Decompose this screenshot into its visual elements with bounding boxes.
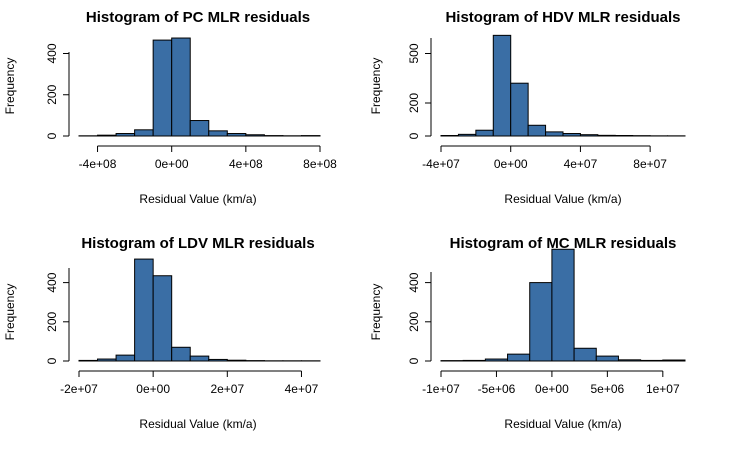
x-tick-label: 0e+00	[136, 382, 170, 396]
histogram-bar	[189, 355, 210, 362]
y-axis-label: Frequency	[369, 284, 383, 341]
histogram-bar	[208, 358, 228, 362]
histogram-bar	[507, 353, 531, 362]
y-tick-label: 400	[45, 43, 59, 63]
chart-title: Histogram of MC MLR residuals	[450, 235, 677, 252]
histogram-panel-3: Histogram of LDV MLR residuals -2e+07 0e+0…	[3, 235, 321, 431]
x-tick-label: 5e+06	[591, 382, 625, 396]
histogram-bar	[134, 129, 154, 137]
histogram-bar	[492, 34, 512, 137]
x-tick-label: 0e+00	[155, 157, 189, 171]
histogram-panel-2: Histogram of HDV MLR residuals -4e+07 0e+0…	[369, 9, 686, 206]
histogram-bar	[551, 248, 575, 362]
x-tick-label: 1e+07	[646, 382, 680, 396]
y-tick-label: 200	[45, 311, 59, 331]
x-axis-label: Residual Value (km/a)	[504, 417, 621, 431]
histogram-bar	[97, 358, 117, 362]
x-tick-label: -4e+08	[79, 157, 117, 171]
x-tick-label: -4e+07	[422, 157, 460, 171]
y-tick-label: 0	[407, 357, 421, 364]
y-tick-label: 500	[407, 43, 421, 63]
x-tick-label: 8e+08	[303, 157, 337, 171]
chart-title: Histogram of HDV MLR residuals	[445, 9, 680, 26]
y-axis-label: Frequency	[369, 58, 383, 115]
histogram-bar	[640, 359, 664, 362]
y-tick-label: 200	[407, 93, 421, 113]
histogram-panel-4: Histogram of MC MLR residuals -1e+07 -5e+0…	[369, 235, 686, 431]
x-axis-label: Residual Value (km/a)	[139, 417, 256, 431]
histogram-bar	[527, 124, 547, 137]
histogram-bar	[171, 37, 191, 137]
y-tick-label: 0	[45, 357, 59, 364]
histogram-bar	[97, 134, 117, 137]
y-tick-label: 400	[407, 272, 421, 292]
y-tick-label: 200	[45, 84, 59, 104]
histogram-bar	[573, 347, 597, 362]
y-tick-label: 200	[407, 311, 421, 331]
x-tick-label: 2e+07	[210, 382, 244, 396]
histogram-bar	[475, 129, 494, 137]
x-tick-label: 4e+07	[285, 382, 319, 396]
x-tick-label: -1e+07	[422, 382, 460, 396]
histogram-panel-1: Histogram of PC MLR residuals -4e+08 0e+00…	[3, 9, 337, 206]
x-tick-label: 4e+07	[564, 157, 598, 171]
histogram-bar	[545, 131, 564, 137]
y-axis-label: Frequency	[3, 58, 17, 115]
histogram-bar	[595, 355, 619, 362]
x-axis-label: Residual Value (km/a)	[504, 192, 621, 206]
histogram-bar	[484, 358, 509, 362]
x-tick-label: 4e+08	[229, 157, 263, 171]
x-tick-label: 0e+00	[494, 157, 528, 171]
x-tick-label: 8e+07	[633, 157, 667, 171]
histogram-bar	[579, 134, 599, 137]
histogram-bar	[208, 130, 228, 137]
x-axis-label: Residual Value (km/a)	[139, 192, 256, 206]
histogram-bar	[115, 133, 136, 137]
histogram-bar	[152, 275, 173, 362]
histogram-bar	[562, 133, 581, 137]
histogram-bar	[134, 258, 154, 362]
histogram-bar	[529, 282, 553, 362]
x-tick-label: -5e+06	[478, 382, 516, 396]
y-axis-label: Frequency	[3, 284, 17, 341]
histogram-bar	[226, 133, 247, 137]
histogram-bar	[462, 359, 486, 362]
x-tick-label: 0e+00	[535, 382, 569, 396]
y-tick-label: 400	[45, 272, 59, 292]
y-tick-label: 0	[45, 132, 59, 139]
chart-title: Histogram of PC MLR residuals	[86, 9, 310, 26]
y-tick-label: 0	[407, 132, 421, 139]
histogram-bar	[189, 120, 210, 137]
histogram-bar	[226, 359, 247, 362]
x-tick-label: -2e+07	[60, 382, 98, 396]
chart-title: Histogram of LDV MLR residuals	[81, 235, 314, 252]
histogram-bar	[78, 359, 99, 362]
histogram-bar	[510, 82, 529, 137]
histogram-bar	[617, 359, 642, 362]
histogram-bar	[662, 359, 686, 362]
histogram-bar	[115, 354, 136, 362]
histogram-bar	[597, 134, 616, 137]
histogram-bar	[152, 39, 173, 137]
histogram-bar	[171, 346, 191, 362]
histogram-bar	[457, 133, 477, 137]
histogram-bar	[245, 134, 265, 137]
